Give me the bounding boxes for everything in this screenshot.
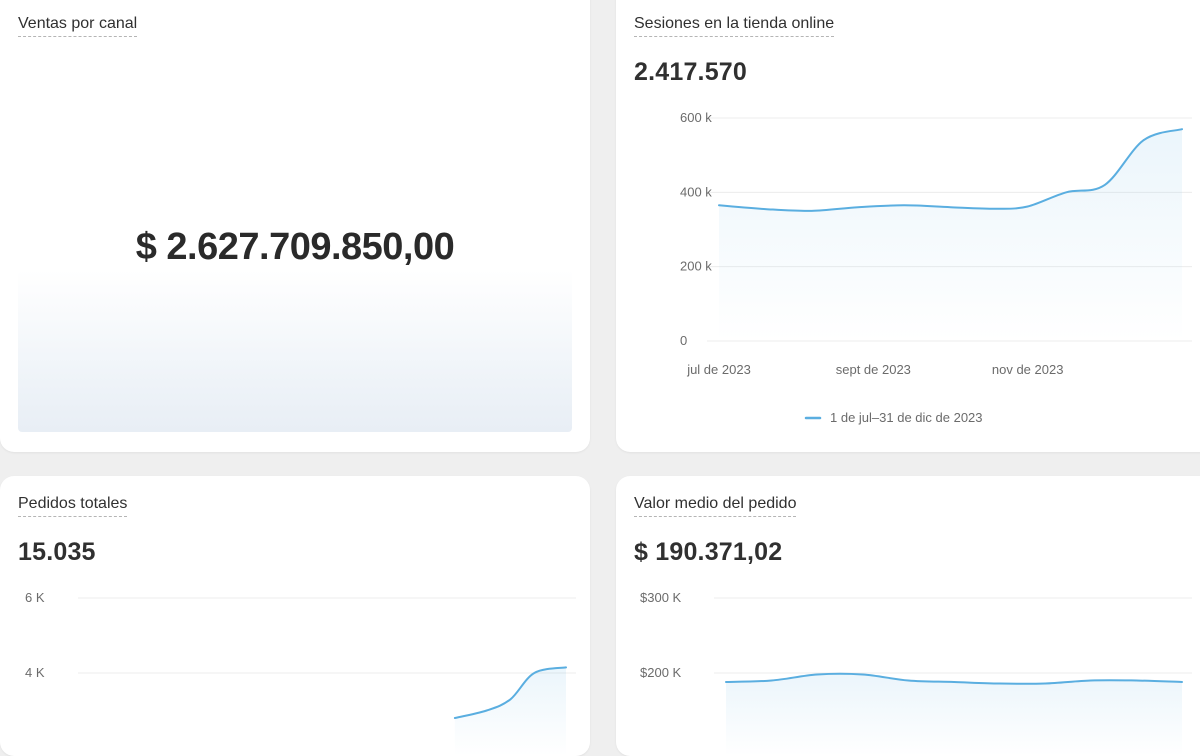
valor-line-chart[interactable]: $200 K $300 K [616, 476, 1200, 756]
y-tick-label: 200 k [680, 259, 712, 274]
y-tick-label: $200 K [640, 665, 682, 680]
y-tick-label: 6 K [25, 590, 45, 605]
x-tick-label: jul de 2023 [686, 362, 751, 377]
valor-medio-card: Valor medio del pedido $ 190.371,02 $200… [616, 476, 1200, 756]
y-tick-label: $300 K [640, 590, 682, 605]
sesiones-card-title[interactable]: Sesiones en la tienda online [634, 14, 835, 37]
ventas-card-title[interactable]: Ventas por canal [18, 14, 138, 37]
sesiones-metric-value: 2.417.570 [634, 58, 748, 86]
ventas-total-value: $ 2.627.709.850,00 [135, 226, 455, 268]
pedidos-totales-card: Pedidos totales 15.035 4 K 6 K [0, 476, 590, 756]
valor-card-title[interactable]: Valor medio del pedido [634, 494, 797, 517]
y-tick-label: 600 k [680, 110, 712, 125]
y-tick-label: 400 k [680, 184, 712, 199]
x-tick-label: sept de 2023 [836, 362, 911, 377]
series-area [726, 673, 1182, 756]
valor-metric-value: $ 190.371,02 [634, 538, 783, 566]
series-line[interactable] [453, 666, 567, 719]
pedidos-card-title[interactable]: Pedidos totales [18, 494, 128, 517]
series-area [454, 667, 566, 756]
ventas-por-canal-card: Ventas por canal $ 2.627.709.850,00 [0, 0, 590, 452]
sesiones-card: Sesiones en la tienda online 2.417.570 0… [616, 0, 1200, 452]
y-tick-label: 4 K [25, 665, 45, 680]
sesiones-line-chart[interactable]: 0 200 k 400 k 600 k jul de 2023 sept de 2023 n… [616, 0, 1200, 452]
y-tick-label: 0 [680, 333, 687, 348]
pedidos-line-chart[interactable]: 4 K 6 K [0, 476, 590, 756]
x-tick-label: nov de 2023 [992, 362, 1064, 377]
pedidos-metric-value: 15.035 [18, 538, 96, 566]
series-line[interactable] [718, 128, 1183, 212]
ventas-background-area [18, 270, 572, 432]
series-area [719, 129, 1182, 341]
legend-label[interactable]: 1 de jul–31 de dic de 2023 [830, 410, 983, 425]
series-line[interactable] [725, 672, 1183, 685]
